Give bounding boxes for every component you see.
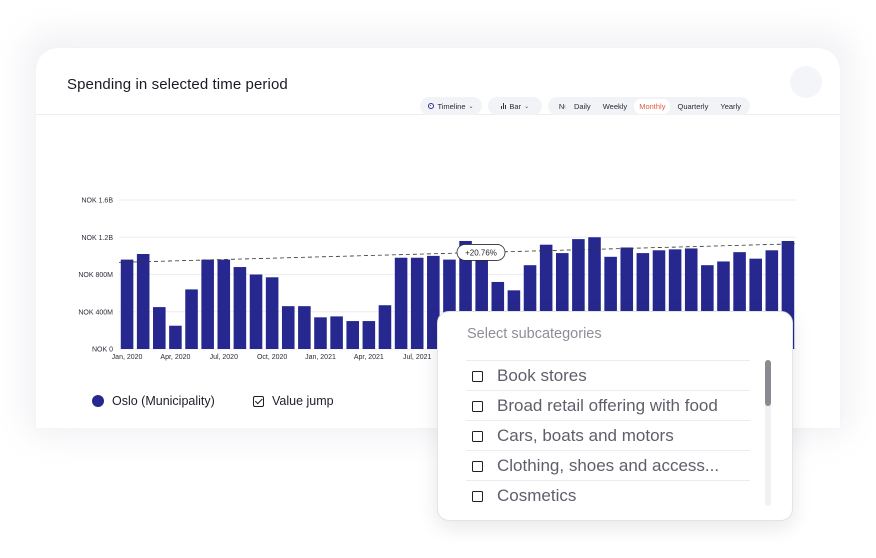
- timeline-radio-icon: [428, 103, 435, 109]
- x-tick-label: Apr, 2021: [354, 354, 384, 361]
- bar: [120, 259, 134, 349]
- y-tick-label: NOK 1.2B: [81, 235, 113, 242]
- bar: [427, 255, 440, 349]
- legend-series-label: Oslo (Municipality): [112, 394, 215, 408]
- value-jump-checkbox[interactable]: [253, 395, 264, 407]
- bar: [378, 305, 392, 349]
- subcategory-placeholder: Select subcategories: [467, 326, 602, 342]
- checkbox-icon[interactable]: [472, 460, 483, 472]
- chevron-down-icon: ⌄: [468, 103, 474, 110]
- checkbox-icon[interactable]: [472, 400, 483, 412]
- scrollbar-thumb[interactable]: [765, 360, 771, 406]
- subcategory-option[interactable]: Cosmetics: [466, 480, 750, 511]
- subcategory-option-label: Cars, boats and motors: [497, 426, 674, 445]
- chevron-down-icon: ⌄: [524, 103, 530, 110]
- x-tick-label: Apr, 2020: [160, 354, 190, 361]
- x-tick-label: Jul, 2020: [210, 354, 239, 361]
- value-jump-label: +20.76%: [465, 248, 497, 257]
- bar-chart-icon: [500, 103, 507, 109]
- period-weekly[interactable]: Weekly: [602, 101, 628, 111]
- checkbox-icon[interactable]: [472, 370, 483, 382]
- subcategory-option-label: Clothing, shoes and access...: [497, 456, 720, 475]
- card-title: Spending in selected time period: [67, 76, 288, 93]
- period-quarterly[interactable]: Quarterly: [677, 101, 709, 111]
- bar: [330, 316, 343, 349]
- bar: [362, 321, 376, 349]
- chart-type-label: Bar: [509, 101, 522, 111]
- series-color-dot: [92, 395, 104, 407]
- value-jump-badge: [456, 244, 506, 261]
- bar: [185, 289, 198, 349]
- bar: [265, 277, 279, 349]
- bar: [410, 257, 424, 349]
- subcategory-option[interactable]: Book stores: [466, 360, 750, 391]
- legend-series[interactable]: Oslo (Municipality): [92, 394, 215, 408]
- subcategory-option[interactable]: Clothing, shoes and access...: [466, 450, 750, 481]
- x-tick-label: Jan, 2020: [112, 354, 143, 361]
- bar: [136, 254, 150, 349]
- subcategory-option-label: Broad retail offering with food: [497, 396, 718, 415]
- value-jump-label: Value jump: [272, 394, 334, 408]
- y-tick-label: NOK 1.6B: [81, 198, 113, 205]
- bar: [298, 306, 311, 349]
- subcategory-option-label: Cosmetics: [497, 486, 577, 505]
- subcategory-option[interactable]: Broad retail offering with food: [466, 390, 750, 421]
- bar: [169, 325, 182, 349]
- bar: [249, 274, 263, 349]
- y-tick-label: NOK 400M: [78, 309, 113, 316]
- subcategory-option-label: Book stores: [497, 366, 587, 385]
- checkbox-icon[interactable]: [472, 430, 483, 442]
- view-selector-label: Timeline: [437, 101, 466, 111]
- chart-type-selector[interactable]: Bar ⌄: [488, 97, 542, 115]
- period-monthly[interactable]: Monthly: [634, 98, 671, 114]
- period-yearly[interactable]: Yearly: [720, 101, 741, 111]
- view-selector[interactable]: Timeline ⌄: [420, 97, 482, 115]
- bar: [346, 321, 360, 349]
- bar: [217, 259, 231, 349]
- bar: [314, 317, 327, 349]
- period-daily[interactable]: Daily: [574, 101, 591, 111]
- y-tick-label: NOK 0: [92, 347, 113, 354]
- period-toggle-group: Daily Weekly Monthly Quarterly Yearly: [565, 97, 750, 115]
- bar: [233, 267, 247, 349]
- bar: [394, 257, 408, 349]
- dropdown-scrollbar[interactable]: [765, 360, 771, 506]
- checkbox-icon[interactable]: [472, 490, 483, 502]
- x-tick-label: Jan, 2021: [305, 354, 336, 361]
- header-action-button[interactable]: [790, 66, 822, 98]
- bar: [201, 259, 214, 349]
- bar: [281, 306, 295, 349]
- subcategory-option[interactable]: Cars, boats and motors: [466, 420, 750, 451]
- x-tick-label: Jul, 2021: [403, 354, 432, 361]
- subcategory-dropdown: Select subcategories Book stores Broad r…: [437, 311, 793, 521]
- y-tick-label: NOK 800M: [78, 272, 113, 279]
- bar: [153, 307, 166, 349]
- legend-value-jump[interactable]: Value jump: [253, 394, 334, 408]
- x-tick-label: Oct, 2020: [257, 354, 287, 361]
